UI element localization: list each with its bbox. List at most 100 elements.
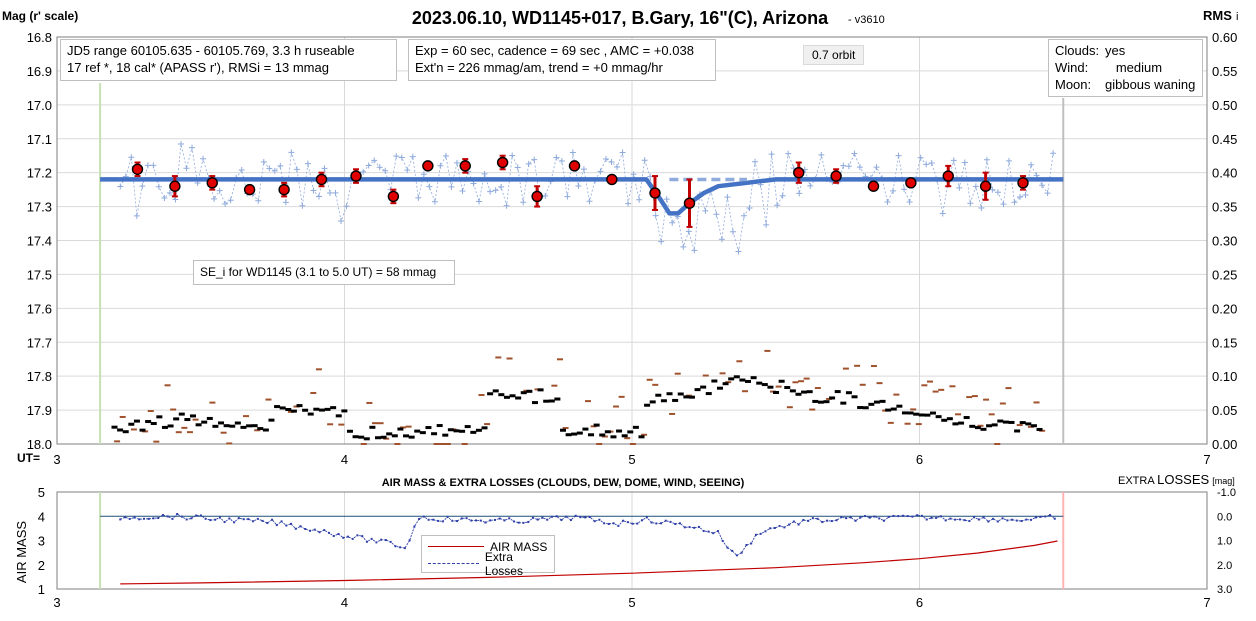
data-point [818, 151, 825, 158]
rms-target-mark [896, 404, 903, 408]
data-point [282, 199, 289, 206]
data-point [150, 162, 157, 169]
rms-target-mark [565, 433, 572, 437]
rms-target-mark [139, 428, 146, 432]
data-point [641, 157, 648, 164]
extra-losses-point [603, 522, 606, 525]
y2-tick-label: 0.00 [1212, 437, 1237, 452]
data-point [211, 195, 218, 202]
rms-target-mark [963, 416, 970, 420]
extra-losses-point [669, 520, 672, 523]
data-point [476, 198, 483, 205]
data-point [542, 192, 549, 199]
rms-ref-mark [826, 397, 833, 400]
extra-losses-point [1049, 514, 1052, 517]
extra-losses-point [873, 515, 876, 518]
extra-losses-point [285, 524, 288, 527]
rms-ref-mark [932, 390, 939, 393]
rms-target-mark [627, 430, 634, 434]
rms-target-mark [739, 378, 746, 382]
rms-target-mark [857, 406, 864, 410]
extra-losses-point [641, 519, 644, 522]
rms-target-mark [576, 431, 583, 435]
rms-ref-mark [596, 443, 603, 445]
extra-losses-point [968, 520, 971, 523]
extra-losses-point [650, 521, 653, 524]
extra-losses-point [716, 530, 719, 533]
data-point [630, 171, 637, 178]
y-tick-label: 16.9 [27, 64, 52, 79]
extra-losses-point [731, 549, 734, 552]
conditions-value: medium [1105, 60, 1163, 75]
data-point [558, 158, 565, 165]
lower-y-tick-label: 2 [38, 558, 45, 573]
rms-target-mark [806, 390, 813, 394]
rms-target-mark [795, 392, 802, 396]
rms-target-mark [733, 375, 740, 379]
extra-losses-point [475, 519, 478, 522]
rms-target-mark [414, 429, 421, 433]
extra-losses-point [707, 530, 710, 533]
data-point [746, 204, 753, 211]
extra-losses-point [631, 522, 634, 525]
rms-ref-mark [719, 372, 726, 375]
rms-target-mark [694, 388, 701, 392]
rms-target-mark [117, 428, 124, 432]
rms-target-mark [868, 402, 875, 406]
data-point [481, 170, 488, 177]
rms-ref-mark [702, 374, 709, 377]
rms-ref-mark [181, 426, 188, 429]
rms-target-mark [935, 415, 942, 419]
rms-target-mark [296, 404, 303, 408]
rms-ref-mark [310, 391, 317, 394]
rms-target-mark [997, 419, 1004, 423]
extra-losses-point [327, 531, 330, 534]
rms-ref-mark [114, 440, 121, 443]
rms-target-mark [341, 409, 348, 413]
y-tick-label: 16.8 [27, 30, 52, 45]
rms-target-mark [234, 421, 241, 425]
rms-target-mark [817, 400, 824, 404]
y-tick-label: 17.4 [27, 234, 52, 249]
data-point [890, 187, 897, 194]
extra-losses-point [1025, 518, 1028, 521]
extra-losses-point [664, 519, 667, 522]
rms-ref-mark [966, 396, 973, 399]
data-point [597, 168, 604, 175]
rms-ref-mark [994, 443, 1001, 445]
rms-target-mark [285, 408, 292, 412]
extra-losses-point [460, 517, 463, 520]
rms-ref-mark [506, 357, 513, 360]
data-point [895, 152, 902, 159]
rms-target-mark [470, 430, 477, 434]
rms-target-mark [918, 413, 925, 417]
binned-point [568, 160, 581, 172]
y2-tick-label: 0.50 [1212, 98, 1237, 113]
rms-ref-mark [955, 413, 962, 416]
extra-losses-point [133, 516, 136, 519]
extra-losses-point [849, 516, 852, 519]
data-point [840, 162, 847, 169]
extra-losses-point [1020, 520, 1023, 523]
data-point [222, 200, 229, 207]
extra-losses-point [987, 520, 990, 523]
data-point [685, 228, 692, 235]
extra-losses-point [982, 516, 985, 519]
extra-losses-point [697, 525, 700, 528]
extra-losses-point [1001, 517, 1004, 520]
orbit-tag: 0.7 orbit [803, 45, 865, 65]
data-point [569, 149, 576, 156]
rms-ref-mark [293, 405, 300, 408]
data-point [442, 152, 449, 159]
data-point [917, 154, 924, 161]
extra-losses-point [584, 516, 587, 519]
conditions-key: Wind: [1055, 60, 1089, 75]
rms-target-mark [801, 390, 808, 394]
extra-losses-point [1053, 517, 1056, 520]
extra-losses-point [214, 518, 217, 521]
rms-target-mark [133, 419, 140, 423]
rms-ref-mark [904, 422, 911, 425]
x-tick-label: 4 [341, 452, 348, 467]
extra-losses-point [925, 518, 928, 521]
rms-ref-mark [798, 380, 805, 383]
